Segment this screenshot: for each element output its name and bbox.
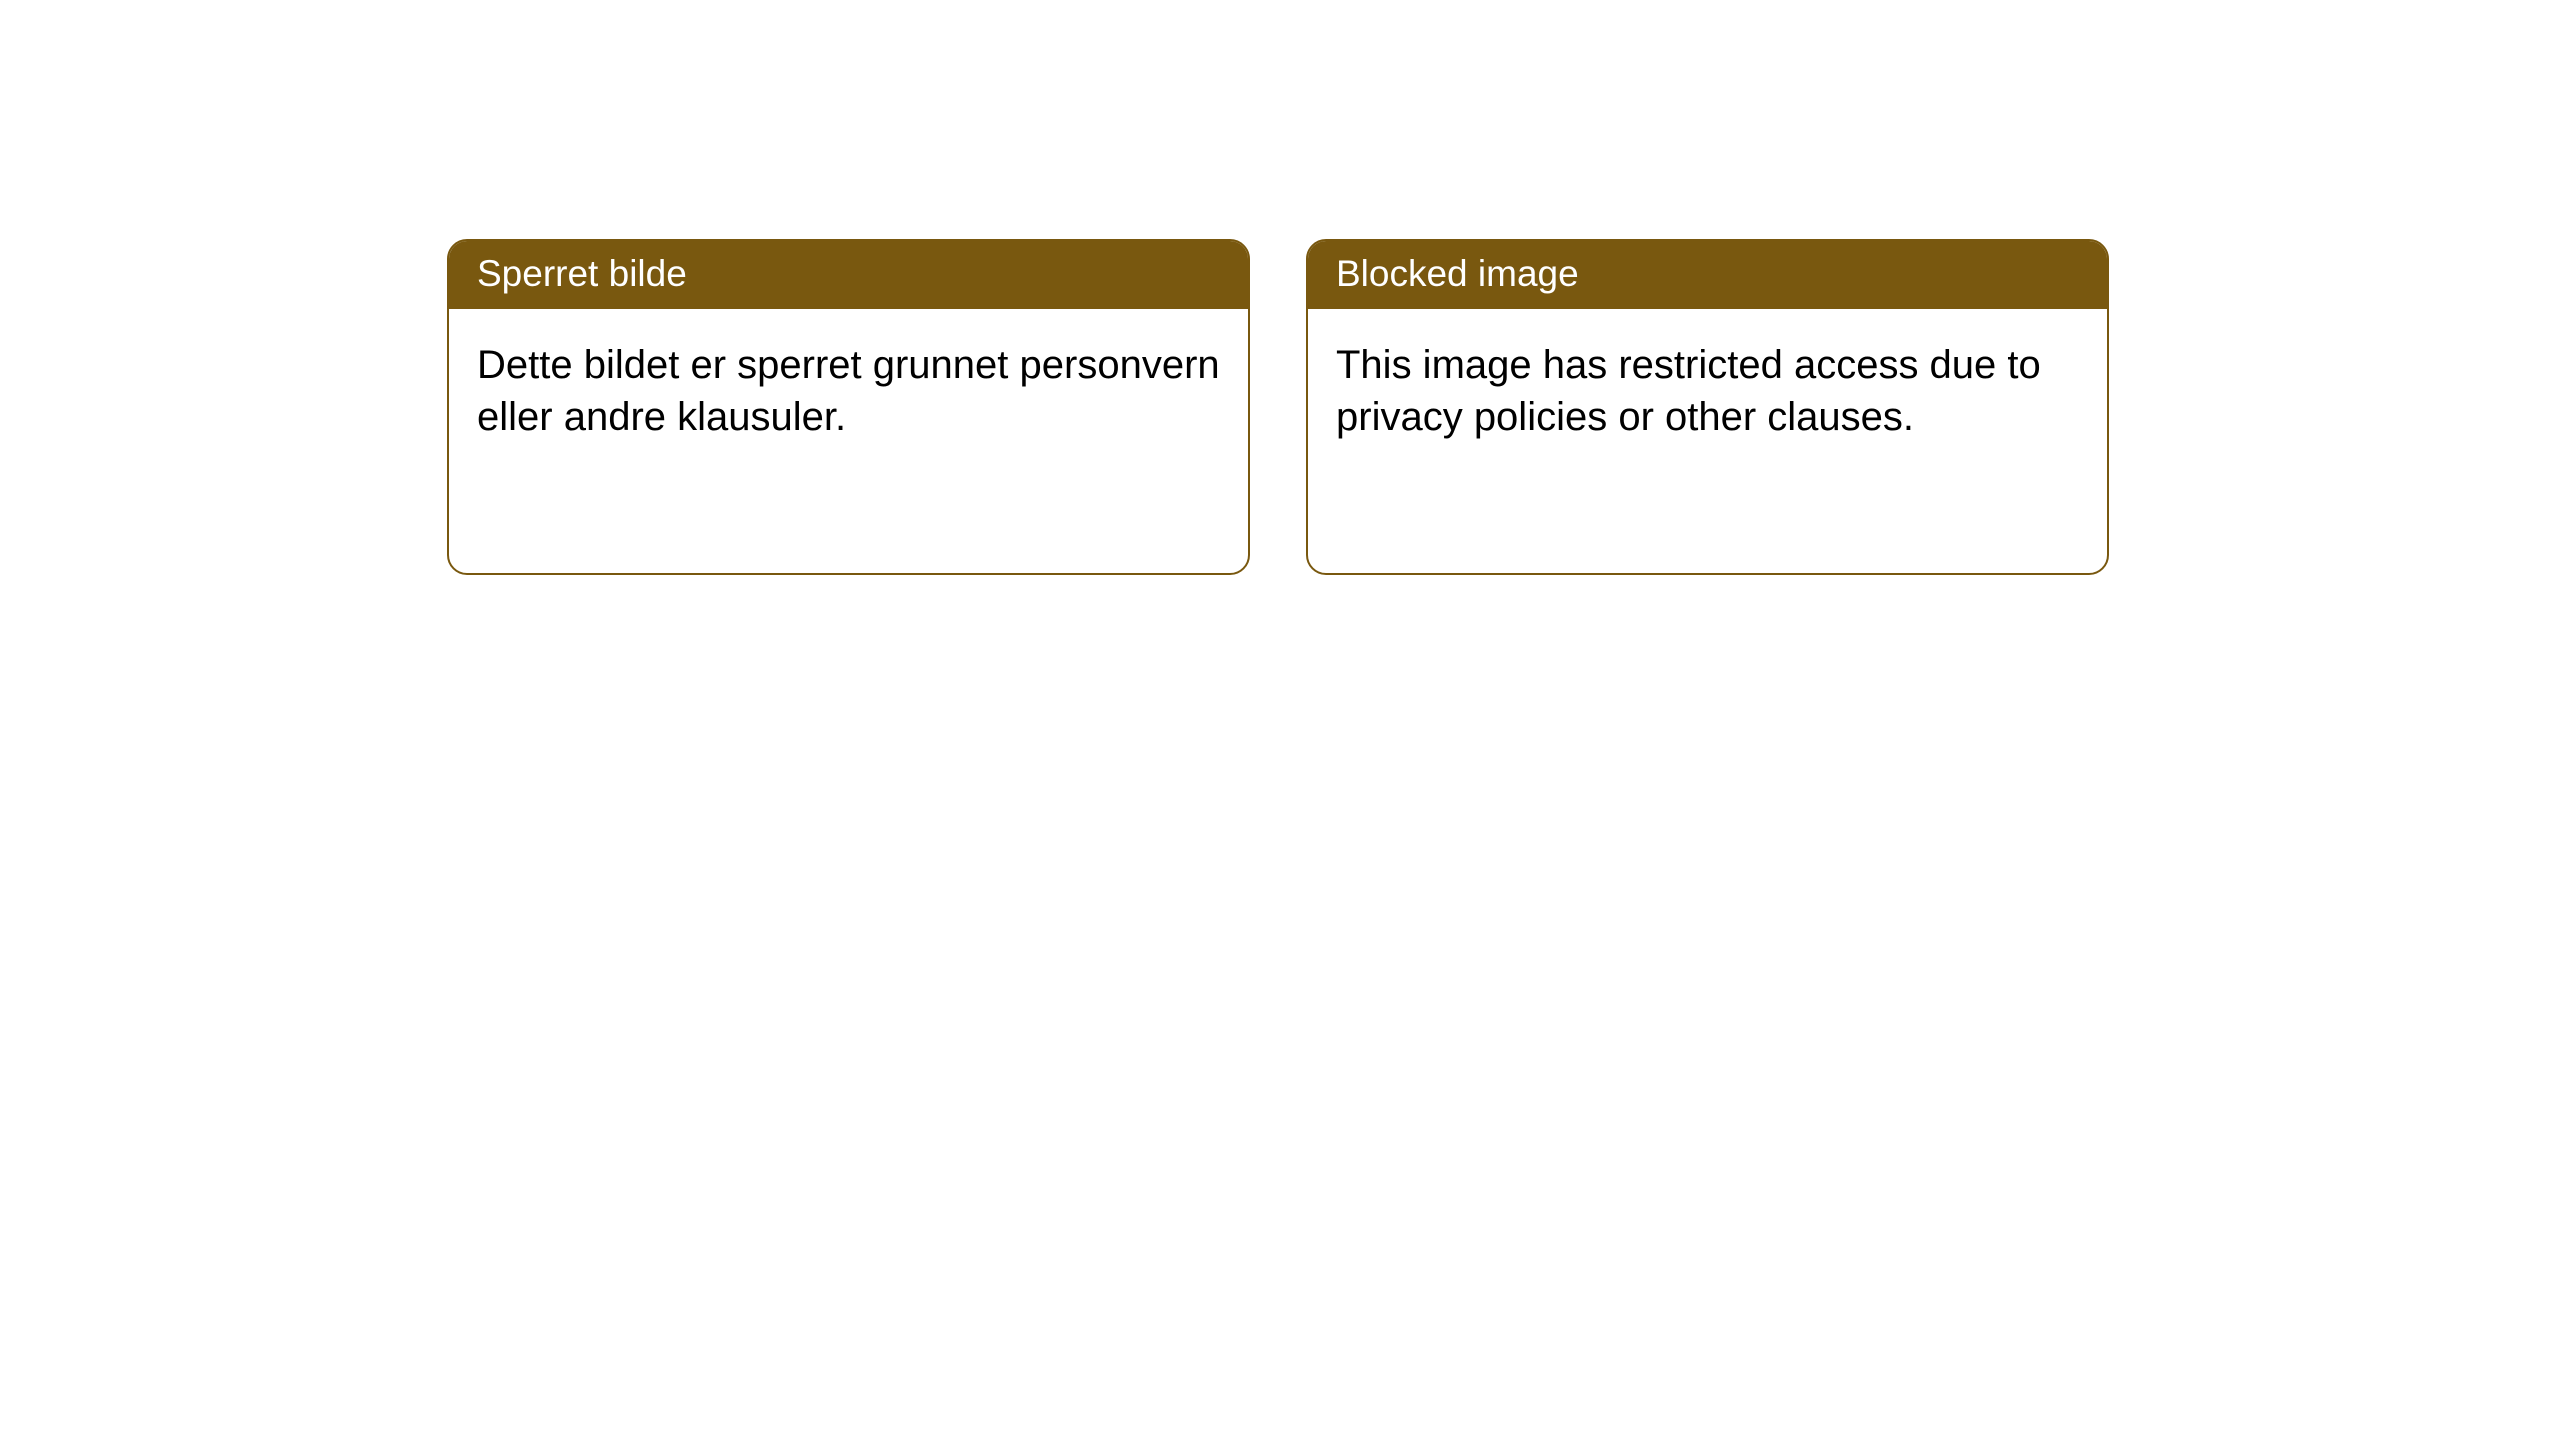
notice-header: Blocked image [1308,241,2107,309]
notice-header: Sperret bilde [449,241,1248,309]
notice-container: Sperret bilde Dette bildet er sperret gr… [447,239,2109,575]
notice-title: Blocked image [1336,253,1579,294]
notice-body: This image has restricted access due to … [1308,309,2107,473]
notice-card-english: Blocked image This image has restricted … [1306,239,2109,575]
notice-body: Dette bildet er sperret grunnet personve… [449,309,1248,473]
notice-body-text: This image has restricted access due to … [1336,343,2041,439]
notice-title: Sperret bilde [477,253,687,294]
notice-card-norwegian: Sperret bilde Dette bildet er sperret gr… [447,239,1250,575]
notice-body-text: Dette bildet er sperret grunnet personve… [477,343,1220,439]
